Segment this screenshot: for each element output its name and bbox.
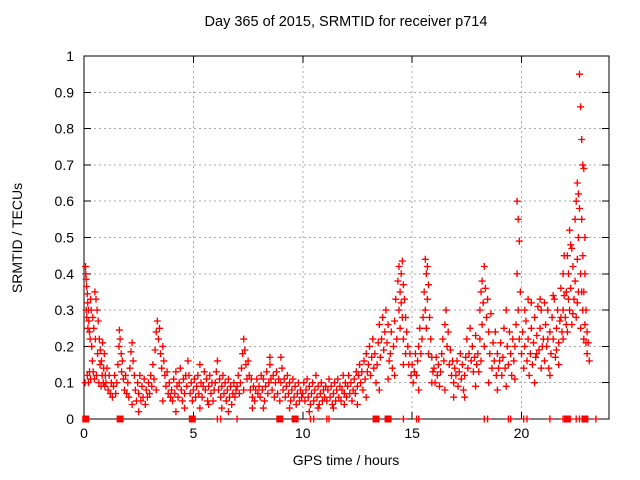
x-tick-label: 0	[80, 425, 88, 441]
zero-flags-squares	[581, 415, 589, 423]
zero-flags-squares	[188, 415, 196, 423]
x-tick-label: 15	[404, 425, 420, 441]
y-axis-label: SRMTID / TECUs	[9, 183, 25, 293]
gridlines	[84, 56, 609, 419]
zero-flags-squares	[384, 415, 392, 423]
zero-flags-squares	[276, 415, 284, 423]
tick-labels: 0 5 10 15 20 0 0.1 0.2 0.3 0.4 0.5 0.6 0.7 0.8 0.9 1	[55, 48, 530, 441]
y-tick-label: 0.6	[55, 193, 75, 209]
y-tick-label: 0.7	[55, 157, 75, 173]
zero-flags-squares	[82, 415, 90, 423]
plot-border-and-ticks	[83, 55, 610, 420]
zero-flags-squares	[291, 415, 299, 423]
y-tick-label: 0.8	[55, 121, 75, 137]
chart-title: Day 365 of 2015, SRMTID for receiver p71…	[205, 14, 488, 30]
y-tick-label: 0.9	[55, 84, 75, 100]
y-tick-label: 0.1	[55, 375, 75, 391]
x-axis-label: GPS time / hours	[293, 452, 400, 468]
srmtid-points	[81, 70, 593, 416]
zero-flags-plus	[213, 415, 600, 423]
data-points	[81, 70, 600, 423]
x-tick-label: 10	[295, 425, 311, 441]
zero-flags-squares	[372, 415, 380, 423]
y-tick-label: 0.4	[55, 266, 75, 282]
zero-flags-squares	[116, 415, 124, 423]
x-tick-label: 5	[189, 425, 197, 441]
y-tick-label: 1	[66, 48, 74, 64]
y-tick-label: 0.5	[55, 230, 75, 246]
y-tick-label: 0.2	[55, 338, 75, 354]
y-tick-label: 0.3	[55, 302, 75, 318]
x-tick-label: 20	[514, 425, 530, 441]
y-tick-label: 0	[66, 411, 74, 427]
